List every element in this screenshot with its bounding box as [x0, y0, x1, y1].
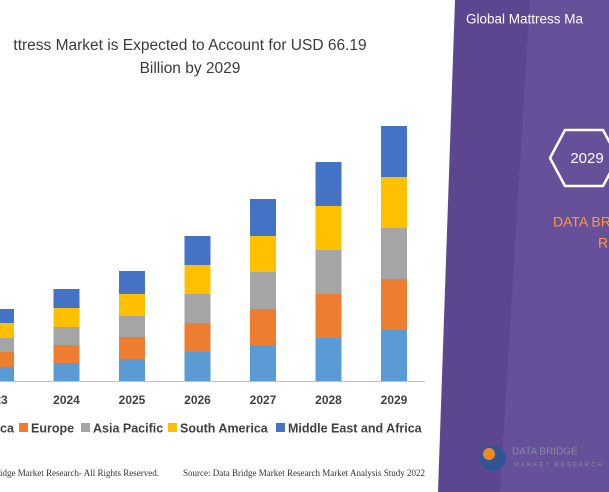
source: Source: Data Bridge Market Research Mark…	[183, 468, 425, 478]
x-tick-label: 2028	[315, 393, 342, 407]
bar-segment	[119, 359, 145, 381]
bar-segment	[184, 236, 211, 265]
bar-segment	[119, 337, 145, 359]
legend-label: Asia Pacific	[93, 421, 163, 435]
bar-segment	[315, 206, 342, 250]
bar-segment	[119, 316, 145, 337]
legend-swatch	[81, 423, 90, 432]
bar-segment	[315, 294, 342, 338]
bar-segment	[250, 236, 276, 272]
bar-segment	[381, 177, 407, 228]
x-tick-label: 2029	[381, 393, 408, 407]
bar-segment	[0, 323, 14, 338]
bar-segment	[315, 162, 342, 206]
x-tick-label: 2025	[119, 393, 146, 407]
legend-label: Middle East and Africa	[288, 421, 423, 435]
bar-segment	[53, 327, 80, 345]
copyright: idge Market Research- All Rights Reserve…	[0, 468, 159, 478]
bar-segment	[184, 294, 211, 323]
panel-brand: DATA BR	[553, 214, 609, 230]
logo-name: DATA BRIDGE	[512, 447, 578, 458]
bar-segment	[381, 228, 407, 279]
bar-segment	[53, 308, 80, 327]
bar-segment	[0, 352, 14, 367]
bar-segment	[381, 279, 407, 330]
x-tick-label: 23	[0, 393, 8, 407]
bar-segment	[315, 338, 342, 381]
legend-label: ca	[0, 421, 15, 435]
bar-segment	[184, 352, 211, 381]
panel-heading: Global Mattress Ma	[466, 12, 584, 27]
bar-segment	[53, 289, 80, 308]
legend-label: South America	[180, 421, 269, 435]
side-panel-shade	[500, 0, 609, 492]
bar-segment	[184, 265, 211, 294]
chart-title: Billion by 2029	[140, 60, 241, 77]
bar-segment	[250, 272, 276, 309]
bar-segment	[381, 126, 407, 177]
logo-icon	[483, 448, 495, 460]
bar-segment	[381, 330, 407, 381]
legend-swatch	[168, 423, 177, 432]
bar-segment	[0, 338, 14, 352]
bar-segment	[250, 199, 276, 236]
bar-segment	[184, 323, 211, 352]
bar-segment	[250, 345, 276, 381]
bar-segment	[53, 363, 80, 381]
bar-segment	[119, 271, 145, 294]
x-tick-label: 2024	[53, 393, 80, 407]
bar-segment	[119, 294, 145, 316]
panel-brand: R	[598, 235, 608, 251]
legend-swatch	[19, 423, 28, 432]
hexagon	[548, 128, 609, 188]
panel-year: 2029	[570, 150, 603, 167]
legend-swatch	[276, 423, 285, 432]
x-tick-label: 2026	[184, 393, 211, 407]
bar-segment	[315, 250, 342, 294]
bar-segment	[250, 309, 276, 345]
bar-segment	[0, 309, 14, 323]
bar-segment	[53, 345, 80, 363]
logo-tagline: MARKET RESEARCH	[514, 463, 604, 469]
x-tick-label: 2027	[250, 393, 277, 407]
chart-title: ttress Market is Expected to Account for…	[13, 37, 366, 54]
bar-segment	[0, 367, 14, 381]
legend-label: Europe	[31, 421, 74, 435]
